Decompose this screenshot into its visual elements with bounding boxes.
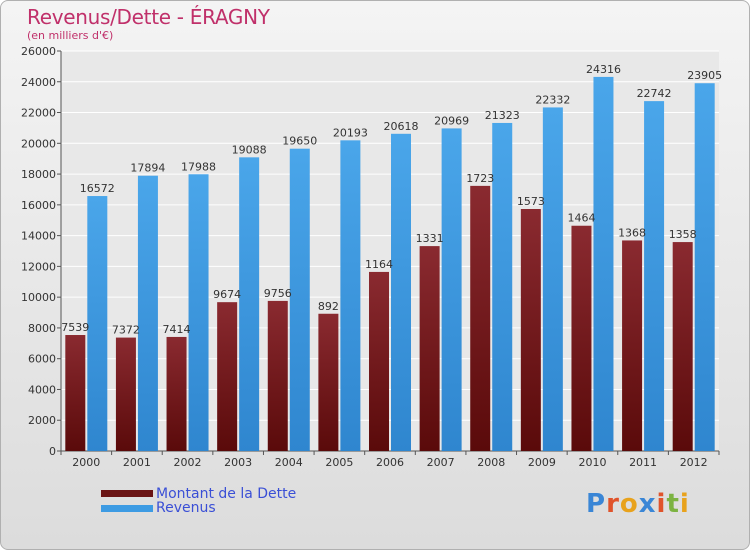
data-label-dette: 1464: [567, 212, 595, 225]
chart-subtitle: (en milliers d'€): [27, 29, 114, 42]
bar-dette: [115, 337, 136, 451]
bar-revenus: [542, 107, 563, 451]
logo-letter: t: [666, 489, 680, 519]
data-label-revenus: 17894: [130, 162, 165, 175]
x-tick-label: 2007: [427, 456, 455, 469]
data-label-revenus: 24316: [586, 63, 621, 76]
logo-letter: i: [679, 489, 690, 519]
data-label-revenus: 17988: [181, 160, 216, 173]
bar-revenus: [239, 157, 260, 452]
data-label-revenus: 20969: [434, 114, 469, 127]
data-label-dette: 7539: [61, 321, 89, 334]
bar-revenus: [391, 133, 411, 452]
chart-title: Revenus/Dette - ÉRAGNY: [27, 5, 270, 29]
x-tick-label: 2001: [123, 456, 151, 469]
y-tick-label: 16000: [21, 199, 56, 212]
x-tick-label: 2012: [680, 456, 708, 469]
bar-dette: [520, 209, 541, 451]
y-tick-label: 26000: [21, 45, 56, 58]
data-label-revenus: 20193: [333, 126, 368, 139]
data-label-dette: 1573: [517, 195, 545, 208]
logo-letter: P: [586, 489, 607, 519]
data-label-dette: 9674: [213, 288, 241, 301]
logo-letter: i: [656, 489, 667, 519]
bar-revenus: [137, 175, 158, 451]
legend-label-revenus: Revenus: [156, 500, 216, 516]
y-tick-label: 6000: [28, 353, 56, 366]
data-label-dette: 1358: [669, 228, 697, 241]
legend-swatch-dette: [101, 490, 153, 497]
bar-dette: [217, 302, 238, 451]
logo-letter: r: [606, 489, 620, 519]
x-tick-label: 2002: [174, 456, 202, 469]
data-label-revenus: 22332: [535, 93, 570, 106]
x-tick-label: 2005: [325, 456, 353, 469]
data-label-revenus: 21323: [485, 109, 520, 122]
y-tick-label: 22000: [21, 107, 56, 120]
x-tick-label: 2000: [72, 456, 100, 469]
data-label-revenus: 19088: [232, 143, 267, 156]
bar-dette: [470, 185, 491, 451]
bar-revenus: [289, 148, 310, 451]
bar-dette: [622, 240, 643, 451]
data-label-dette: 7414: [163, 323, 191, 336]
bar-dette: [267, 300, 288, 451]
x-tick-label: 2011: [629, 456, 657, 469]
y-tick-label: 4000: [28, 383, 56, 396]
proxiti-logo: Proxiti: [586, 489, 690, 519]
x-tick-label: 2008: [477, 456, 505, 469]
bar-revenus: [694, 83, 715, 451]
y-tick-label: 2000: [28, 414, 56, 427]
plot-area: [61, 51, 719, 451]
data-label-dette: 1368: [618, 226, 646, 239]
x-tick-label: 2003: [224, 456, 252, 469]
bar-revenus: [492, 122, 513, 451]
data-label-revenus: 22742: [637, 87, 672, 100]
x-tick-label: 2009: [528, 456, 556, 469]
y-tick-label: 18000: [21, 168, 56, 181]
y-tick-label: 0: [49, 445, 56, 458]
data-label-dette: 1331: [416, 232, 444, 245]
y-tick-label: 24000: [21, 76, 56, 89]
bar-dette: [166, 336, 187, 451]
bar-dette: [65, 335, 86, 451]
y-tick-label: 10000: [21, 291, 56, 304]
legend-label-dette: Montant de la Dette: [156, 486, 297, 502]
y-tick-label: 8000: [28, 322, 56, 335]
data-label-dette: 892: [318, 300, 339, 313]
bar-dette: [369, 271, 389, 451]
bar-revenus: [441, 128, 462, 451]
bar-dette: [419, 246, 440, 451]
bar-revenus: [593, 76, 614, 452]
y-tick-label: 12000: [21, 260, 56, 273]
bar-revenus: [188, 174, 209, 451]
data-label-revenus: 16572: [80, 182, 115, 195]
data-label-revenus: 23905: [687, 69, 722, 82]
bar-dette: [571, 225, 592, 451]
x-tick-label: 2010: [578, 456, 606, 469]
bar-revenus: [644, 101, 665, 451]
x-tick-label: 2006: [376, 456, 404, 469]
x-tick-label: 2004: [275, 456, 303, 469]
data-label-dette: 1723: [466, 172, 494, 185]
data-label-dette: 1164: [365, 258, 393, 271]
data-label-revenus: 19650: [282, 135, 317, 148]
bar-dette: [672, 242, 693, 451]
data-label-dette: 9756: [264, 287, 292, 300]
bar-revenus: [340, 140, 361, 452]
y-tick-label: 14000: [21, 230, 56, 243]
y-tick-label: 20000: [21, 137, 56, 150]
data-label-revenus: 20618: [384, 120, 419, 133]
data-label-dette: 7372: [112, 324, 140, 337]
logo-letter: o: [619, 489, 639, 519]
bar-revenus: [87, 196, 108, 451]
logo-letter: x: [638, 489, 657, 519]
bar-dette: [318, 313, 339, 451]
legend-swatch-revenus: [101, 505, 153, 512]
